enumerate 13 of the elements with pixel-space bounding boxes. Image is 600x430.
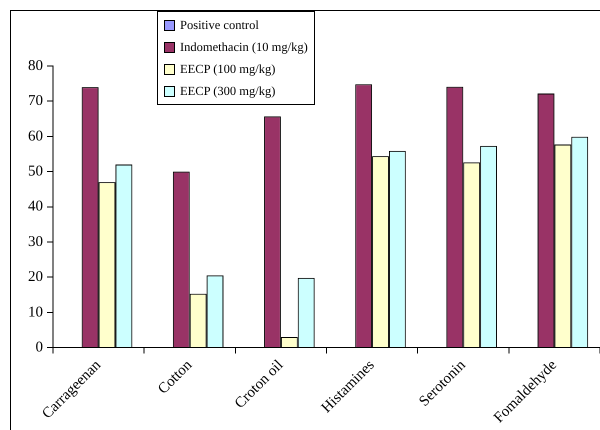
y-tick-label: 60 [28,128,43,144]
y-tick-label: 20 [28,269,43,286]
y-tick-label: 0 [36,339,43,356]
legend-label: EECP (300 mg/kg) [180,84,276,98]
legend-label: Indomethacin (10 mg/kg) [180,40,308,54]
y-tick-label: 10 [28,304,43,320]
y-tick-label: 40 [28,198,43,215]
y-tick-label: 50 [28,164,43,180]
y-tick-label: 80 [28,58,43,74]
y-tick-label: 70 [28,93,43,110]
y-tick-label: 30 [28,234,43,250]
legend-label: EECP (100 mg/kg) [180,62,276,76]
legend-label: Positive control [180,18,259,32]
